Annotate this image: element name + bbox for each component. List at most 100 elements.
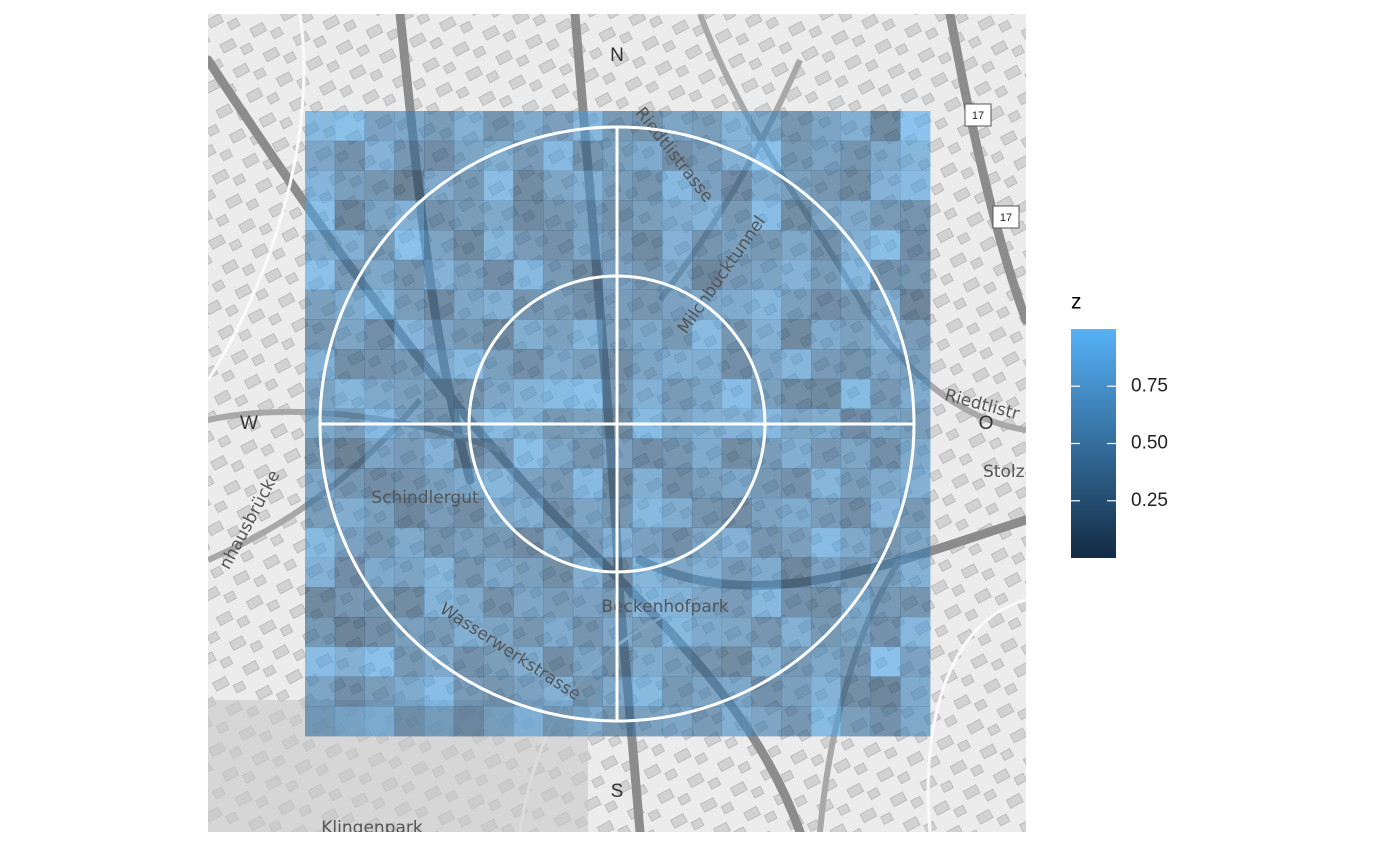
tile <box>751 111 782 142</box>
tile <box>483 111 514 142</box>
tile <box>632 497 663 529</box>
tile <box>840 527 871 558</box>
tile <box>543 587 574 618</box>
tile <box>662 230 693 261</box>
tile <box>632 349 663 380</box>
legend-title: z <box>1071 291 1082 314</box>
tile <box>572 468 604 499</box>
tile <box>900 557 931 588</box>
tile <box>751 170 782 201</box>
tile <box>513 319 544 350</box>
tile <box>900 706 931 737</box>
tile <box>632 587 663 618</box>
tile <box>870 646 901 677</box>
tile <box>453 646 484 677</box>
tile <box>483 200 514 231</box>
map-label: Schindlergut <box>371 488 479 508</box>
map-label: Klingenpark <box>321 818 423 838</box>
tile <box>334 676 365 707</box>
tile <box>810 111 842 142</box>
tile <box>483 438 514 469</box>
tile <box>305 706 336 737</box>
tile <box>543 497 574 529</box>
tile <box>424 140 455 171</box>
tile <box>751 378 782 410</box>
tile <box>543 527 574 558</box>
tile <box>453 200 484 231</box>
tile <box>840 378 871 410</box>
tile <box>691 497 723 529</box>
tile <box>483 557 514 588</box>
tile <box>513 438 544 469</box>
tile <box>632 378 663 410</box>
tile <box>424 587 455 618</box>
tile <box>840 497 871 529</box>
tile <box>900 230 931 261</box>
tile <box>572 378 604 410</box>
tile <box>453 706 484 737</box>
tile <box>424 497 455 529</box>
tile <box>513 557 544 588</box>
tile <box>781 676 812 707</box>
tile <box>543 646 574 677</box>
tile <box>543 438 574 469</box>
tile <box>572 111 604 142</box>
tile <box>870 706 901 737</box>
tile <box>900 200 931 231</box>
tile <box>483 170 514 201</box>
tile <box>453 289 484 320</box>
tile <box>632 616 663 648</box>
tile <box>870 349 901 380</box>
tile <box>364 646 395 677</box>
tile <box>781 438 812 469</box>
tile <box>691 676 723 707</box>
tile <box>781 259 812 290</box>
tile <box>543 140 574 171</box>
tile <box>632 259 663 290</box>
tile <box>394 349 425 380</box>
tile <box>840 289 871 320</box>
tile <box>632 111 663 142</box>
tile <box>334 587 365 618</box>
tile <box>781 140 812 171</box>
tile <box>394 319 425 350</box>
tile <box>662 170 693 201</box>
tile <box>453 616 484 648</box>
tile <box>632 200 663 231</box>
tile <box>364 170 395 201</box>
tile <box>721 170 752 201</box>
tile <box>334 200 365 231</box>
tile <box>840 468 871 499</box>
tile <box>513 259 544 290</box>
compass-e: O <box>979 413 994 434</box>
tile <box>691 468 723 499</box>
tile <box>424 676 455 707</box>
tile <box>810 646 842 677</box>
tile <box>810 468 842 499</box>
tile <box>721 706 752 737</box>
tile <box>513 230 544 261</box>
tile <box>840 140 871 171</box>
tile <box>305 140 336 171</box>
tile <box>781 497 812 529</box>
tile <box>424 527 455 558</box>
tile <box>810 259 842 290</box>
tile <box>483 349 514 380</box>
tile <box>572 230 604 261</box>
tile <box>662 438 693 469</box>
tile <box>691 111 723 142</box>
tile <box>453 319 484 350</box>
tile <box>662 349 693 380</box>
tile <box>513 616 544 648</box>
tile <box>751 706 782 737</box>
tile <box>572 349 604 380</box>
tile <box>781 289 812 320</box>
tile <box>662 587 693 618</box>
tile <box>751 557 782 588</box>
compass-n: N <box>610 45 624 66</box>
tile <box>870 587 901 618</box>
tile <box>572 616 604 648</box>
tile <box>751 616 782 648</box>
tile <box>691 230 723 261</box>
tile <box>900 646 931 677</box>
